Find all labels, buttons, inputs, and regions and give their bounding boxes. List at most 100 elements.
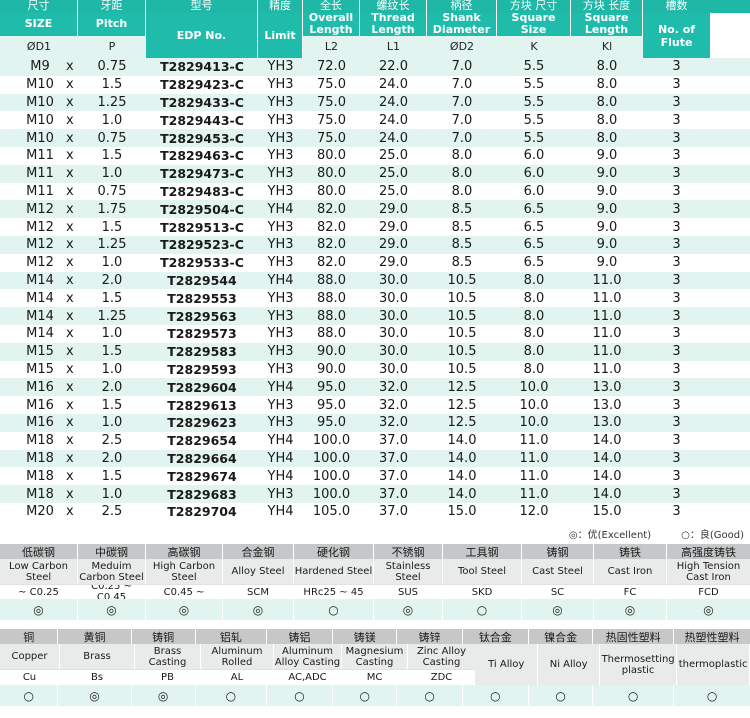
cell-shank-diameter: 10.5 [447,272,477,288]
material-name-en: Meduim Carbon Steel [78,559,146,584]
material-code: MC [342,669,408,684]
material-rating: ◎ [374,599,443,620]
header-cn-overall: 全长 [303,0,360,13]
cell-limit: YH4 [267,379,294,395]
cell-size: M16 [26,379,54,395]
cell-limit: YH3 [267,94,294,110]
cell-pitch: 2.0 [101,450,123,466]
cell-size-group: M12 x [0,218,78,236]
cell-flutes: 3 [672,166,681,182]
cell-thread-length: 25.0 [379,166,408,182]
material-code: FC [594,584,667,599]
cell-size-group: M14 x [0,289,78,307]
material-rating: ◎ [667,599,750,620]
cell-size: M18 [26,433,54,449]
cell-square-size: 6.5 [523,255,545,271]
cell-thread-length: 37.0 [379,450,408,466]
cell-size-group: M18 x [0,432,78,450]
material-row-chinese: 铜黄铜 铸铜 铝轧 铸铝 铸镁 铸锌 钛合金 镍合金 热固性塑料 热塑性塑料 [0,629,750,644]
material-name-en: Low Carbon Steel [0,559,78,584]
cell-limit: YH3 [267,237,294,253]
cell-limit: YH4 [267,272,294,288]
cell-size: M18 [26,468,54,484]
material-name-cn: 热塑性塑料 [674,629,750,644]
cell-overall-length: 88.0 [317,290,346,306]
table-row: M15 x 1.5 T2829583 YH3 90.0 30.0 10.5 8.0 11.0 3 [0,342,750,361]
header-cn-limit: 精度 [258,0,303,13]
cell-size: M11 [26,183,54,199]
cell-thread-length: 24.0 [379,77,408,93]
cell-square-size: 5.5 [523,94,545,110]
cell-x: x [66,379,74,395]
cell-size-group: M11 x [0,183,78,201]
material-rating: ○ [333,685,398,706]
material-name-en: thermoplastic [677,644,750,685]
cell-square-length: 11.0 [592,308,622,324]
material-code: AL [201,669,274,684]
cell-edp: T2829483-C [160,183,244,199]
cell-x: x [66,344,74,360]
cell-flutes: 3 [672,255,681,271]
table-row: M10 x 1.0 T2829443-C YH3 75.0 24.0 7.0 5.5 8.0 3 [0,111,750,130]
cell-square-length: 11.0 [592,272,622,288]
cell-shank-diameter: 14.0 [447,450,477,466]
cell-x: x [66,468,74,484]
cell-limit: YH4 [267,433,294,449]
material-name-cn: 钛合金 [462,629,529,644]
cell-thread-length: 37.0 [379,433,408,449]
material-name-en: Cast Iron [594,559,667,584]
cell-size-group: M16 x [0,396,78,414]
cell-square-size: 8.0 [523,272,545,288]
material-rating: ○ [593,685,675,706]
cell-square-size: 10.0 [519,397,549,413]
cell-flutes: 3 [672,415,681,431]
header-size-symbol: ØD1 [0,35,78,58]
cell-thread-length: 30.0 [379,308,408,324]
cell-flutes: 3 [672,130,681,146]
cell-shank-diameter: 8.0 [451,148,473,164]
cell-size-group: M12 x [0,236,78,254]
cell-edp: T2829563 [167,308,237,324]
table-row: M16 x 1.0 T2829623 YH3 95.0 32.0 12.5 10.0 13.0 3 [0,413,750,432]
cell-edp: T2829433-C [160,94,244,110]
cell-overall-length: 105.0 [312,504,351,520]
cell-size-group: M10 x [0,129,78,147]
material-name-cn: 铸钢 [522,544,594,559]
cell-size: M10 [26,130,54,146]
cell-square-size: 8.0 [523,290,545,306]
cell-size-group: M11 x [0,165,78,183]
cell-size-group: M14 x [0,325,78,343]
material-name-en: Magnesium Casting [342,644,408,669]
cell-flutes: 3 [672,468,681,484]
table-row: M14 x 1.0 T2829573 YH3 88.0 30.0 10.5 8.0 11.0 3 [0,324,750,343]
cell-square-length: 11.0 [592,290,622,306]
cell-pitch: 1.0 [101,166,123,182]
cell-shank-diameter: 10.5 [447,361,477,377]
cell-overall-length: 75.0 [317,112,346,128]
cell-overall-length: 100.0 [312,433,351,449]
header-cn-square-length: 方块 长度 [571,0,643,13]
material-code: SKD [443,584,522,599]
cell-limit: YH4 [267,504,294,520]
cell-overall-length: 80.0 [317,148,346,164]
header-pitch-symbol: P [78,35,146,58]
material-rating: ◎ [0,599,78,620]
cell-edp: T2829513-C [160,219,244,235]
cell-size: M10 [26,112,54,128]
cell-square-length: 14.0 [592,468,622,484]
cell-pitch: 1.25 [97,94,127,110]
cell-shank-diameter: 14.0 [447,468,477,484]
cell-limit: YH3 [267,112,294,128]
cell-size-group: M20 x [0,503,78,521]
cell-size-group: M18 x [0,467,78,485]
cell-pitch: 1.5 [101,397,123,413]
cell-size-group: M16 x [0,414,78,432]
cell-pitch: 1.5 [101,290,123,306]
cell-shank-diameter: 14.0 [447,486,477,502]
cell-square-length: 13.0 [592,415,622,431]
cell-thread-length: 24.0 [379,130,408,146]
cell-flutes: 3 [672,379,681,395]
cell-square-length: 13.0 [592,397,622,413]
material-code: C0.45 ~ [146,584,223,599]
header-edp: EDP No. [146,13,258,58]
